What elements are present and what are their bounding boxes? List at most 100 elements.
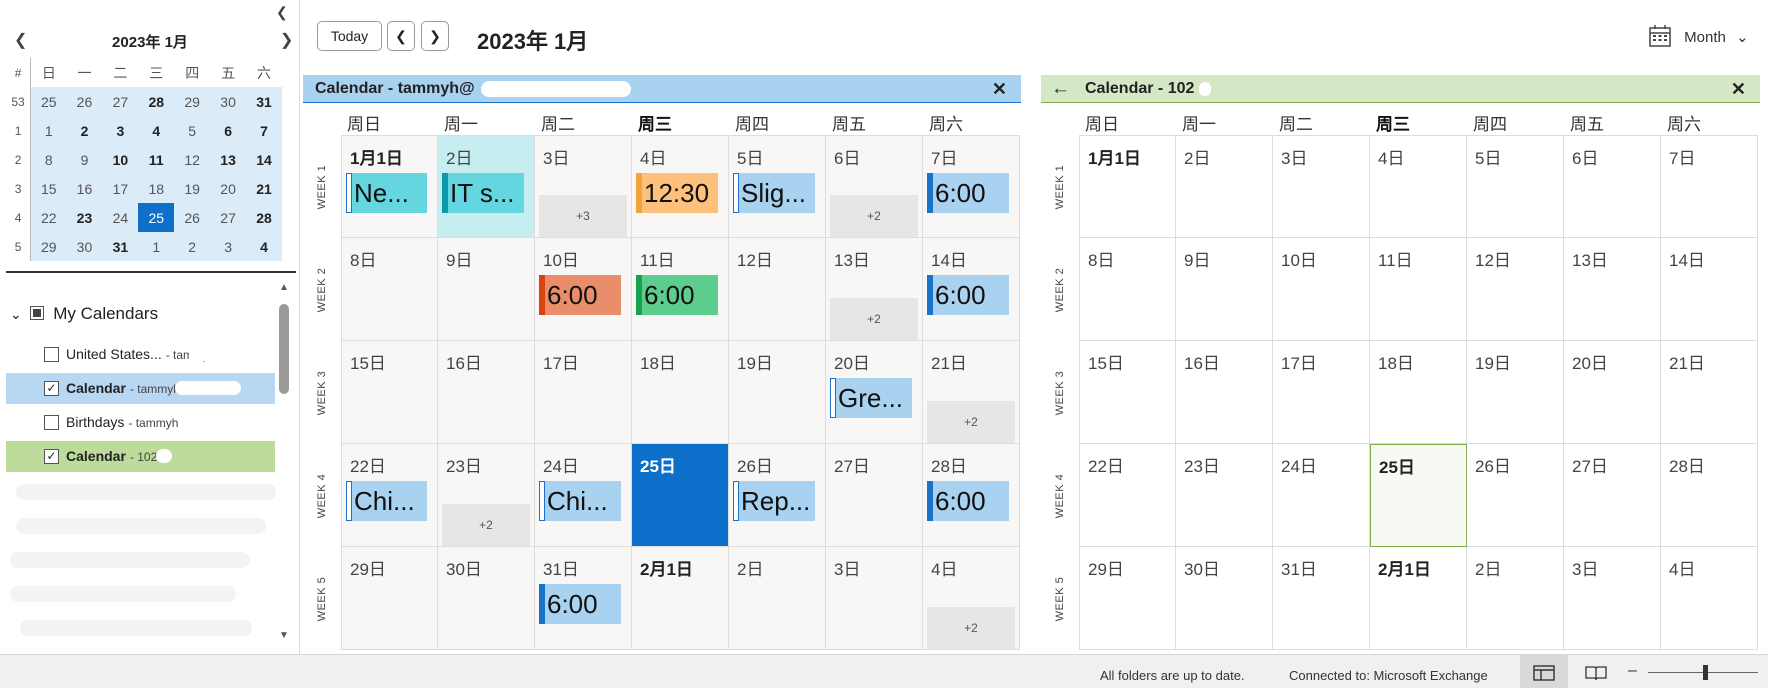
day-cell[interactable]: 5日 <box>1467 135 1564 238</box>
day-cell[interactable]: 4日 <box>1370 135 1467 238</box>
mini-day[interactable]: 1 <box>138 232 175 261</box>
mini-day[interactable]: 14 <box>246 145 282 174</box>
left-scrollbar[interactable]: ▲ ▼ <box>279 282 289 646</box>
more-events-button[interactable]: +2 <box>442 504 530 546</box>
mini-day[interactable]: 29 <box>174 87 211 116</box>
calendar-checkbox[interactable]: ✓ <box>44 381 59 396</box>
reading-view-icon[interactable] <box>1585 665 1607 681</box>
day-cell[interactable]: 8日 <box>341 238 438 341</box>
day-cell[interactable]: 1月1日 Ne... <box>341 135 438 238</box>
normal-view-button[interactable] <box>1520 655 1568 688</box>
calendar-event[interactable]: 6:00 <box>539 275 621 315</box>
day-cell[interactable]: 20日 <box>1564 341 1661 444</box>
calendar-event[interactable]: 6:00 <box>927 173 1009 213</box>
day-cell[interactable]: 4日 <box>1661 547 1758 650</box>
day-cell[interactable]: 6日 +2 <box>826 135 923 238</box>
day-cell[interactable]: 11日 <box>1370 238 1467 341</box>
mini-day[interactable]: 28 <box>246 203 282 232</box>
day-cell[interactable]: 22日 <box>1079 444 1176 547</box>
day-cell[interactable]: 2月1日 <box>632 547 729 650</box>
calendar-list-item[interactable]: ✓ Calendar - tammyh@ <box>6 373 275 404</box>
mini-day[interactable]: 31 <box>246 87 282 116</box>
day-cell[interactable]: 19日 <box>729 341 826 444</box>
day-cell[interactable]: 13日 +2 <box>826 238 923 341</box>
day-cell[interactable]: 11日 6:00 <box>632 238 729 341</box>
day-cell[interactable]: 2月1日 <box>1370 547 1467 650</box>
mini-day[interactable]: 27 <box>102 87 139 116</box>
mini-day[interactable]: 26 <box>66 87 103 116</box>
day-cell[interactable]: 3日 +3 <box>535 135 632 238</box>
mini-day[interactable]: 31 <box>102 232 139 261</box>
zoom-out-icon[interactable]: – <box>1628 662 1637 679</box>
day-cell[interactable]: 2日 <box>1176 135 1273 238</box>
day-cell[interactable]: 30日 <box>1176 547 1273 650</box>
mini-day[interactable]: 26 <box>174 203 211 232</box>
day-cell[interactable]: 30日 <box>438 547 535 650</box>
mini-day[interactable]: 6 <box>210 116 247 145</box>
day-cell[interactable]: 2日 IT s... <box>438 135 535 238</box>
calendar-event[interactable]: 6:00 <box>927 275 1009 315</box>
day-cell[interactable]: 9日 <box>438 238 535 341</box>
day-cell[interactable]: 28日 6:00 <box>923 444 1020 547</box>
mini-day[interactable]: 24 <box>102 203 139 232</box>
calendar-event[interactable]: 12:30 <box>636 173 718 213</box>
mini-day[interactable]: 4 <box>138 116 175 145</box>
next-button[interactable]: ❯ <box>421 21 449 51</box>
mini-day[interactable]: 5 <box>174 116 211 145</box>
calendar-list-item[interactable]: ✓ Calendar - 102 <box>6 441 275 472</box>
mini-day[interactable]: 16 <box>66 174 103 203</box>
day-cell[interactable]: 29日 <box>1079 547 1176 650</box>
my-calendars-group[interactable]: ⌄ My Calendars <box>10 304 158 324</box>
day-cell[interactable]: 10日 <box>1273 238 1370 341</box>
day-cell[interactable]: 3日 <box>1273 135 1370 238</box>
calendar-list-item[interactable]: Birthdays - tammyh <box>6 407 275 438</box>
mini-day[interactable]: 27 <box>210 203 247 232</box>
day-cell[interactable]: 27日 <box>1564 444 1661 547</box>
calendar-checkbox[interactable] <box>44 347 59 362</box>
mini-day[interactable]: 12 <box>174 145 211 174</box>
day-cell[interactable]: 21日 +2 <box>923 341 1020 444</box>
day-cell[interactable]: 4日 12:30 <box>632 135 729 238</box>
day-cell[interactable]: 15日 <box>1079 341 1176 444</box>
mini-day[interactable]: 20 <box>210 174 247 203</box>
day-cell[interactable]: 17日 <box>1273 341 1370 444</box>
day-cell[interactable]: 24日 <box>1273 444 1370 547</box>
calendar-event[interactable]: Slig... <box>733 173 815 213</box>
day-cell[interactable]: 3日 <box>826 547 923 650</box>
day-cell[interactable]: 17日 <box>535 341 632 444</box>
scroll-down-icon[interactable]: ▼ <box>279 630 289 641</box>
mini-day[interactable]: 10 <box>102 145 139 174</box>
mini-day[interactable]: 4 <box>246 232 282 261</box>
day-cell[interactable]: 26日 Rep... <box>729 444 826 547</box>
day-cell[interactable]: 29日 <box>341 547 438 650</box>
mini-next-month-icon[interactable]: ❯ <box>280 32 294 49</box>
mini-day[interactable]: 21 <box>246 174 282 203</box>
calendar-event[interactable]: Chi... <box>539 481 621 521</box>
day-cell[interactable]: 23日 +2 <box>438 444 535 547</box>
day-cell[interactable]: 25日 <box>632 444 729 547</box>
day-cell[interactable]: 10日 6:00 <box>535 238 632 341</box>
mini-day[interactable]: 18 <box>138 174 175 203</box>
mini-day[interactable]: 3 <box>102 116 139 145</box>
day-cell[interactable]: 2日 <box>729 547 826 650</box>
mini-day[interactable]: 17 <box>102 174 139 203</box>
day-cell[interactable]: 2日 <box>1467 547 1564 650</box>
mini-day[interactable]: 19 <box>174 174 211 203</box>
calendar-event[interactable]: Gre... <box>830 378 912 418</box>
calendar-event[interactable]: Chi... <box>346 481 427 521</box>
day-cell[interactable]: 3日 <box>1564 547 1661 650</box>
close-icon[interactable]: ✕ <box>1730 79 1746 99</box>
day-cell[interactable]: 26日 <box>1467 444 1564 547</box>
view-switcher-button[interactable]: Month ⌄ <box>1648 24 1749 48</box>
day-cell[interactable]: 6日 <box>1564 135 1661 238</box>
chevron-down-icon[interactable]: ⌄ <box>10 306 22 322</box>
mini-day[interactable]: 13 <box>210 145 247 174</box>
scrollbar-thumb[interactable] <box>279 304 289 394</box>
mini-day[interactable]: 22 <box>30 203 67 232</box>
calendar-checkbox[interactable] <box>44 415 59 430</box>
day-cell[interactable]: 18日 <box>1370 341 1467 444</box>
mini-day[interactable]: 25 <box>30 87 67 116</box>
more-events-button[interactable]: +2 <box>927 607 1015 649</box>
calendar-event[interactable]: 6:00 <box>636 275 718 315</box>
calendar-event[interactable]: IT s... <box>442 173 524 213</box>
